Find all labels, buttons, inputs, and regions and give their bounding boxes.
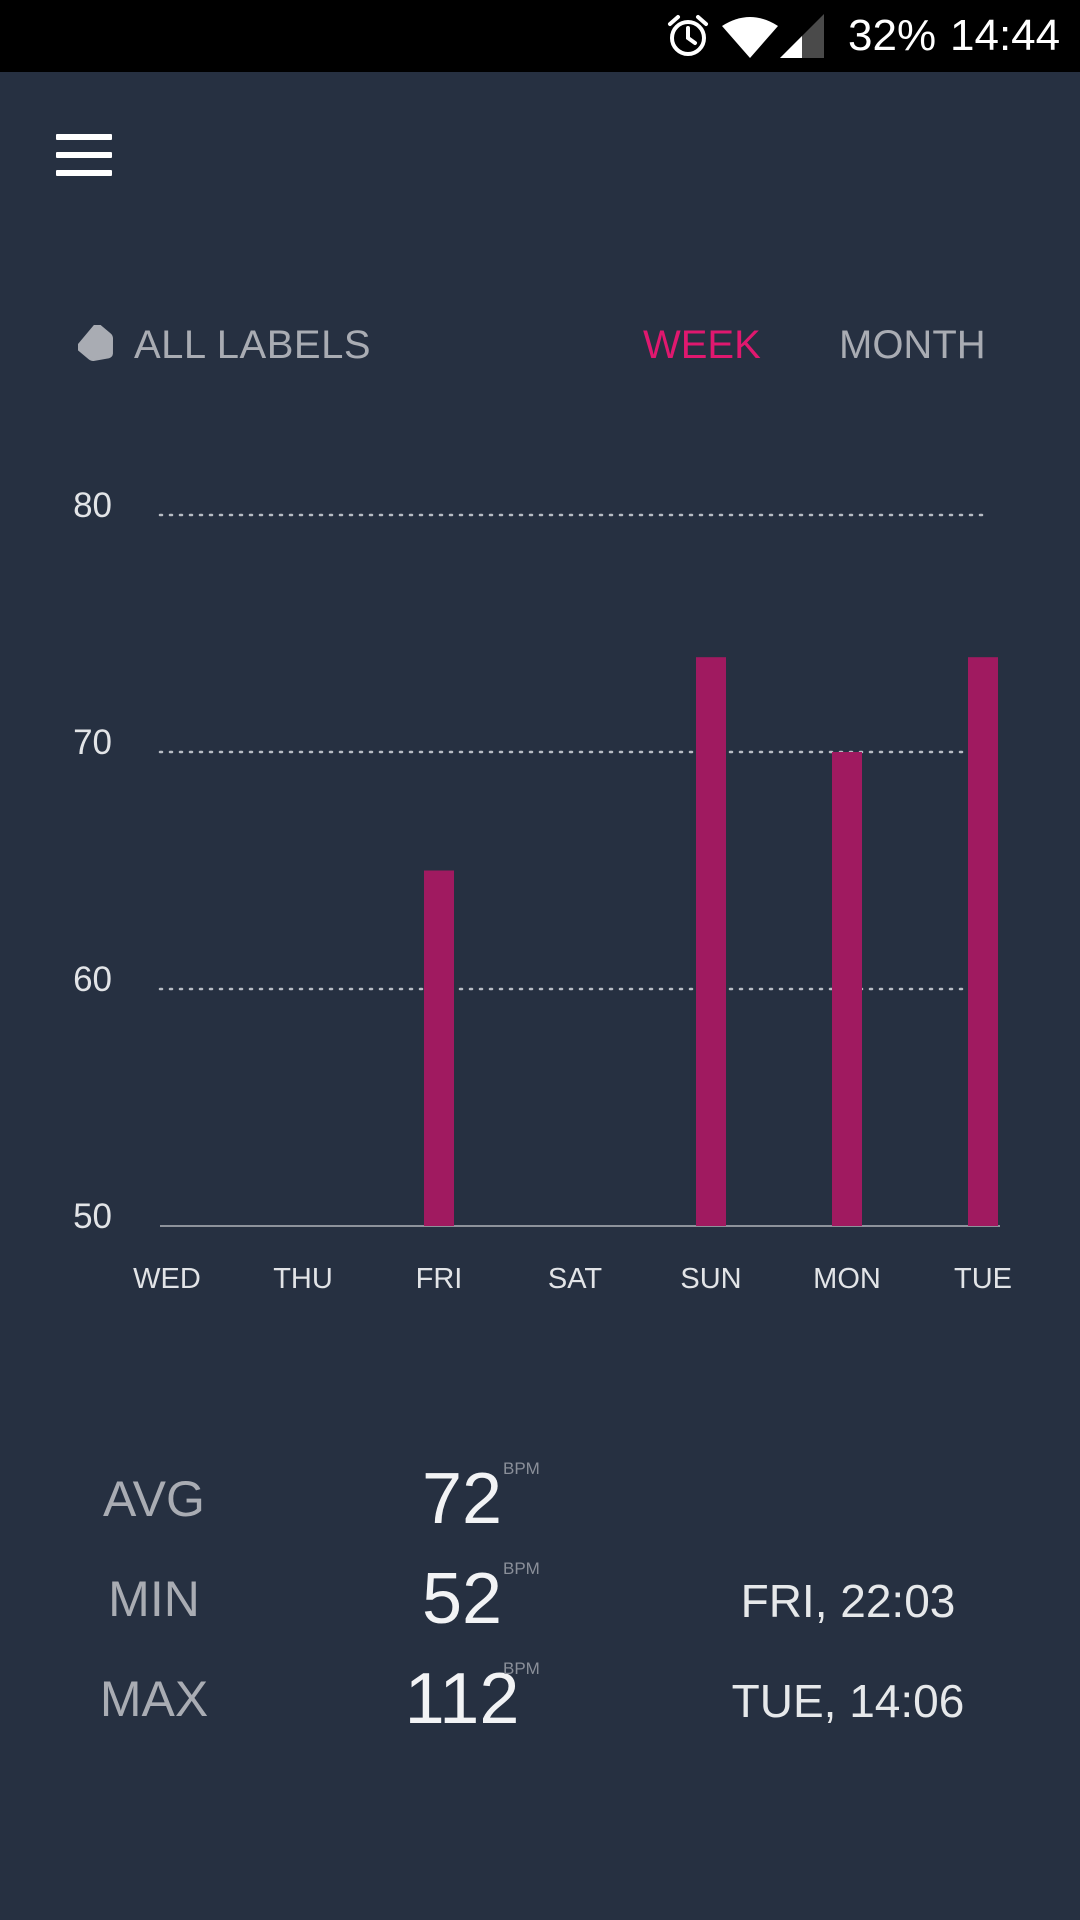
y-tick-label: 70 xyxy=(73,723,112,762)
tab-month[interactable]: MONTH xyxy=(839,323,986,367)
stat-label-max: MAX xyxy=(99,1671,209,1727)
menu-button[interactable] xyxy=(40,120,128,192)
all-labels-button[interactable]: ALL LABELS xyxy=(78,310,371,380)
y-tick-label: 50 xyxy=(73,1197,112,1236)
heart-rate-bar-chart: 80 70 60 50 WED THU FRI SAT SUN MON TUE xyxy=(73,486,1012,1295)
stat-unit-min: BPM xyxy=(503,1559,540,1578)
signal-icon xyxy=(780,14,824,58)
x-tick-label: FRI xyxy=(416,1263,463,1295)
all-labels-text: ALL LABELS xyxy=(134,322,372,367)
stat-value-max: 112 xyxy=(404,1659,520,1739)
y-tick-label: 60 xyxy=(73,960,112,999)
x-tick-label: MON xyxy=(813,1263,881,1295)
x-tick-label: SUN xyxy=(680,1263,741,1295)
tag-icon xyxy=(78,325,114,362)
x-tick-label: WED xyxy=(133,1263,201,1295)
stat-value-min: 52 xyxy=(421,1559,503,1639)
filter-row: ALL LABELS WEEK MONTH xyxy=(0,310,1080,380)
stat-unit-max: BPM xyxy=(503,1659,540,1678)
stat-time-max: TUE, 14:06 xyxy=(731,1675,965,1727)
stat-time-min: FRI, 22:03 xyxy=(740,1575,956,1627)
tab-week[interactable]: WEEK xyxy=(643,323,761,367)
clock-time: 14:44 xyxy=(950,11,1061,60)
bar-fri xyxy=(424,870,454,1226)
wifi-icon xyxy=(722,17,778,58)
alarm-icon xyxy=(668,15,708,56)
x-tick-label: THU xyxy=(273,1263,333,1295)
stat-label-avg: AVG xyxy=(103,1471,205,1527)
bar-mon xyxy=(832,752,862,1226)
stat-unit-avg: BPM xyxy=(503,1459,540,1478)
bar-tue xyxy=(968,657,998,1226)
stat-value-avg: 72 xyxy=(421,1459,503,1539)
battery-percent: 32% xyxy=(848,11,937,60)
bar-sun xyxy=(696,657,726,1226)
status-bar: 32% 14:44 xyxy=(0,0,1080,72)
y-tick-label: 80 xyxy=(73,486,112,525)
x-tick-label: SAT xyxy=(548,1263,603,1295)
stat-label-min: MIN xyxy=(108,1571,200,1627)
x-tick-label: TUE xyxy=(954,1263,1012,1295)
